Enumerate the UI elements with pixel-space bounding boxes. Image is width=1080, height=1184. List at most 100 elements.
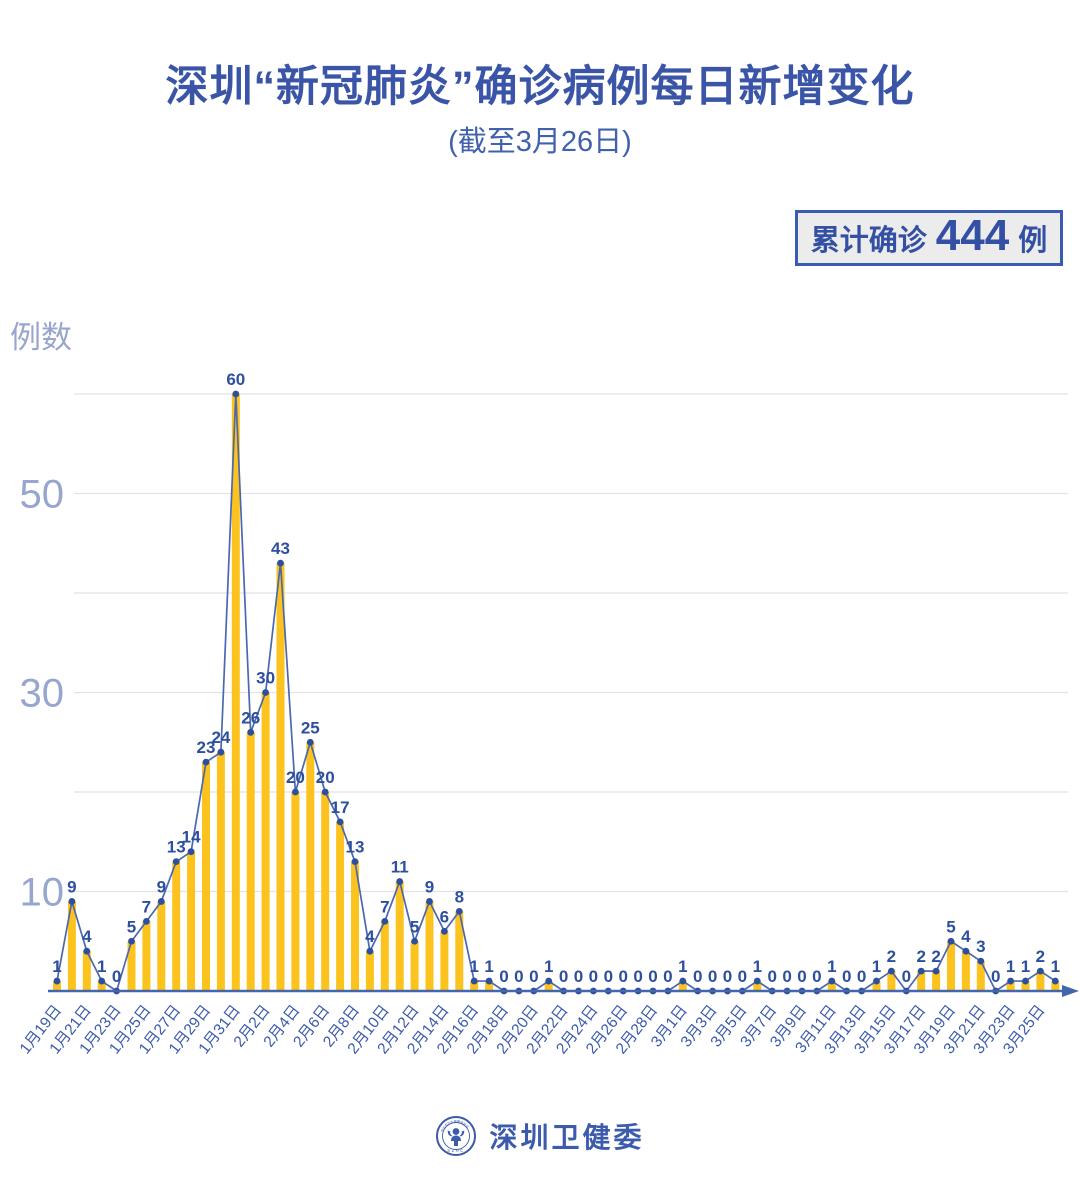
badge-label: 累计确诊 [810, 225, 927, 257]
value-label: 5 [127, 917, 136, 936]
data-point [321, 788, 329, 796]
data-point [262, 689, 269, 696]
value-label: 0 [842, 967, 851, 986]
bar [887, 971, 896, 991]
value-label: 1 [1051, 957, 1060, 976]
value-label: 4 [82, 927, 92, 946]
bar [440, 931, 449, 991]
data-point [232, 390, 240, 398]
value-label: 2 [916, 947, 925, 966]
bar [261, 692, 270, 991]
data-point [962, 947, 970, 955]
bar [455, 911, 464, 991]
data-point [53, 977, 61, 985]
y-tick-label: 30 [20, 672, 65, 716]
data-point [441, 927, 448, 935]
data-point [873, 977, 880, 985]
value-label: 0 [529, 967, 538, 986]
bar [753, 981, 762, 991]
value-label: 1 [469, 957, 478, 976]
data-point [128, 937, 135, 945]
bar [961, 951, 970, 991]
data-point [1007, 977, 1014, 985]
value-label: 0 [112, 967, 121, 986]
data-point [932, 967, 940, 975]
data-point [336, 818, 344, 826]
value-label: 1 [1021, 957, 1030, 976]
value-label: 0 [857, 967, 866, 986]
data-point [306, 738, 314, 746]
value-label: 2 [1036, 947, 1045, 966]
value-label: 1 [544, 957, 553, 976]
value-label: 1 [872, 957, 881, 976]
bar [872, 981, 881, 991]
value-label: 0 [648, 967, 657, 986]
data-point [187, 848, 195, 856]
value-label: 7 [380, 897, 389, 916]
data-point [172, 858, 180, 866]
data-point [68, 898, 76, 905]
value-label: 0 [604, 967, 613, 986]
badge-unit: 例 [1018, 225, 1048, 257]
bar [231, 394, 240, 991]
value-label: 13 [346, 838, 365, 857]
x-axis-arrow [1062, 985, 1079, 997]
value-label: 1 [97, 957, 106, 976]
value-label: 1 [678, 957, 687, 976]
data-point [98, 977, 106, 985]
y-tick-label: 10 [20, 871, 65, 915]
bar [544, 981, 553, 991]
bar [276, 563, 285, 991]
bar [351, 861, 359, 991]
data-point [411, 937, 418, 945]
value-label: 9 [67, 877, 76, 896]
value-label: 0 [738, 967, 747, 986]
value-label: 8 [455, 887, 464, 906]
value-label: 0 [589, 967, 598, 986]
value-label: 1 [1006, 957, 1015, 976]
cumulative-total-badge: 累计确诊 444 例 [795, 210, 1063, 266]
bar [425, 901, 434, 991]
value-label: 0 [663, 967, 672, 986]
value-label: 9 [425, 877, 434, 896]
value-label: 0 [723, 967, 732, 986]
value-label: 0 [514, 967, 523, 986]
bar [976, 961, 985, 991]
footer-org-name: 深圳卫健委 [489, 1122, 645, 1153]
value-label: 0 [902, 967, 911, 986]
data-point [470, 977, 478, 985]
data-point [977, 957, 985, 965]
bar [202, 762, 210, 991]
bar [932, 971, 941, 991]
value-label: 7 [142, 897, 151, 916]
bar [216, 752, 225, 991]
data-point [426, 898, 433, 905]
value-label: 2 [887, 947, 896, 966]
bar [187, 851, 196, 991]
value-label: 0 [693, 967, 702, 986]
bar [246, 732, 255, 991]
value-label: 60 [226, 370, 245, 389]
value-label: 9 [157, 877, 166, 896]
bar [53, 981, 61, 991]
y-axis-title: 例数 [10, 320, 72, 355]
value-label: 25 [301, 718, 320, 737]
value-label: 4 [961, 927, 971, 946]
value-label: 1 [753, 957, 762, 976]
bar [172, 861, 181, 991]
value-label: 0 [812, 967, 821, 986]
svg-text:SZHC: SZHC [448, 1148, 465, 1153]
value-label: 3 [976, 937, 985, 956]
value-label: 1 [827, 957, 836, 976]
data-point [277, 559, 284, 567]
value-label: 11 [391, 858, 409, 877]
data-point [1051, 977, 1059, 985]
bar [67, 901, 76, 991]
data-point [202, 758, 210, 766]
bar [365, 951, 374, 991]
bar [97, 981, 106, 991]
bar [678, 981, 687, 991]
value-label: 0 [797, 967, 806, 986]
value-label: 20 [316, 768, 335, 787]
bar [291, 792, 300, 991]
